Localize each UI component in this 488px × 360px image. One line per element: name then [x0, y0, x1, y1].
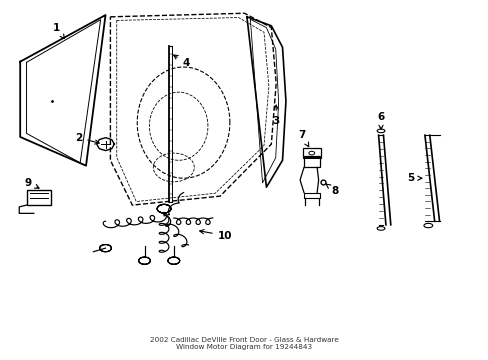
Text: 4: 4 [173, 55, 189, 68]
Text: 5: 5 [407, 173, 421, 183]
Bar [304, 156, 319, 167]
Bar [26, 190, 51, 205]
Text: 6: 6 [377, 112, 384, 129]
Text: 2: 2 [75, 133, 99, 144]
Text: 8: 8 [325, 184, 338, 196]
Bar [302, 148, 321, 157]
Text: 9: 9 [24, 177, 39, 188]
Text: 3: 3 [272, 105, 279, 126]
Text: 1: 1 [53, 23, 64, 39]
Text: 10: 10 [199, 230, 232, 240]
Bar [303, 193, 320, 198]
Text: 2002 Cadillac DeVille Front Door - Glass & Hardware
Window Motor Diagram for 192: 2002 Cadillac DeVille Front Door - Glass… [150, 337, 338, 350]
Text: 7: 7 [298, 130, 308, 147]
